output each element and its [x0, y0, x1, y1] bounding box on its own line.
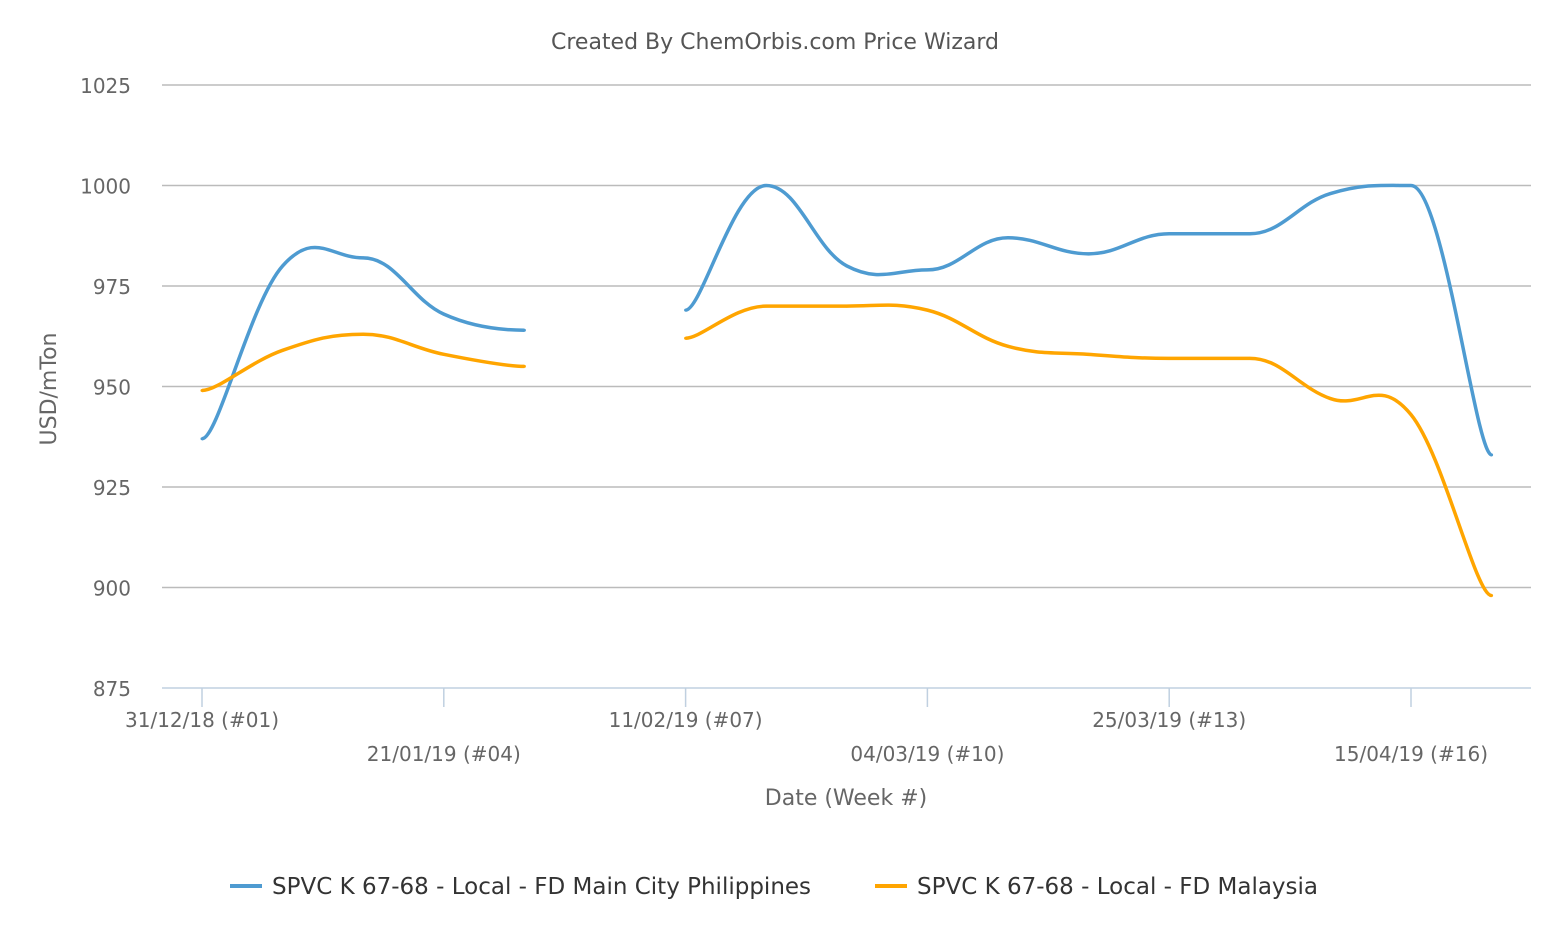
- data-point[interactable]: [1087, 352, 1091, 356]
- data-point[interactable]: [522, 364, 526, 368]
- data-point[interactable]: [1328, 397, 1332, 401]
- data-point[interactable]: [1409, 413, 1413, 417]
- y-tick-label: 950: [93, 376, 131, 400]
- data-point[interactable]: [281, 348, 285, 352]
- data-point[interactable]: [281, 264, 285, 268]
- y-tick-label: 875: [93, 677, 131, 701]
- data-point[interactable]: [925, 308, 929, 312]
- data-point[interactable]: [1006, 344, 1010, 348]
- y-tick-label: 1000: [80, 175, 131, 199]
- data-point[interactable]: [361, 332, 365, 336]
- data-point[interactable]: [1087, 252, 1091, 256]
- data-point[interactable]: [442, 312, 446, 316]
- x-axis-label: Date (Week #): [765, 786, 927, 811]
- y-axis-label: USD/mTon: [37, 333, 62, 446]
- x-tick-label: 21/01/19 (#04): [367, 742, 521, 766]
- data-point[interactable]: [1167, 232, 1171, 236]
- y-tick-label: 900: [93, 577, 131, 601]
- legend-label-philippines[interactable]: SPVC K 67-68 - Local - FD Main City Phil…: [272, 874, 811, 900]
- y-tick-label: 925: [93, 476, 131, 500]
- x-tick-label: 31/12/18 (#01): [125, 708, 279, 732]
- legend-label-malaysia[interactable]: SPVC K 67-68 - Local - FD Malaysia: [917, 874, 1318, 900]
- data-point[interactable]: [1248, 356, 1252, 360]
- data-point[interactable]: [925, 268, 929, 272]
- data-point[interactable]: [200, 437, 204, 441]
- series-line-0[interactable]: [201, 245, 525, 441]
- data-point[interactable]: [522, 328, 526, 332]
- data-point[interactable]: [764, 304, 768, 308]
- data-point[interactable]: [1167, 356, 1171, 360]
- data-point[interactable]: [442, 352, 446, 356]
- x-tick-label: 25/03/19 (#13): [1092, 708, 1246, 732]
- data-point[interactable]: [845, 304, 849, 308]
- data-point[interactable]: [1490, 594, 1494, 598]
- y-tick-label: 1025: [80, 74, 131, 98]
- series-line-1[interactable]: [685, 303, 1493, 598]
- series-line-0[interactable]: [684, 183, 1494, 457]
- series-line-1[interactable]: [201, 332, 525, 393]
- data-point[interactable]: [361, 256, 365, 260]
- x-tick-label: 04/03/19 (#10): [850, 742, 1004, 766]
- x-tick-label: 11/02/19 (#07): [609, 708, 763, 732]
- y-tick-label: 975: [93, 275, 131, 299]
- data-point[interactable]: [1328, 192, 1332, 196]
- data-point[interactable]: [1409, 184, 1413, 187]
- data-point[interactable]: [1248, 232, 1252, 236]
- data-point[interactable]: [200, 389, 204, 393]
- data-point[interactable]: [684, 336, 688, 340]
- data-point[interactable]: [684, 308, 688, 312]
- data-point[interactable]: [845, 264, 849, 268]
- data-point[interactable]: [1490, 453, 1494, 457]
- chart-title: Created By ChemOrbis.com Price Wizard: [551, 30, 999, 55]
- data-point[interactable]: [1006, 236, 1010, 240]
- data-point[interactable]: [764, 184, 768, 187]
- legend: SPVC K 67-68 - Local - FD Main City Phil…: [230, 874, 1318, 900]
- x-tick-label: 15/04/19 (#16): [1334, 742, 1488, 766]
